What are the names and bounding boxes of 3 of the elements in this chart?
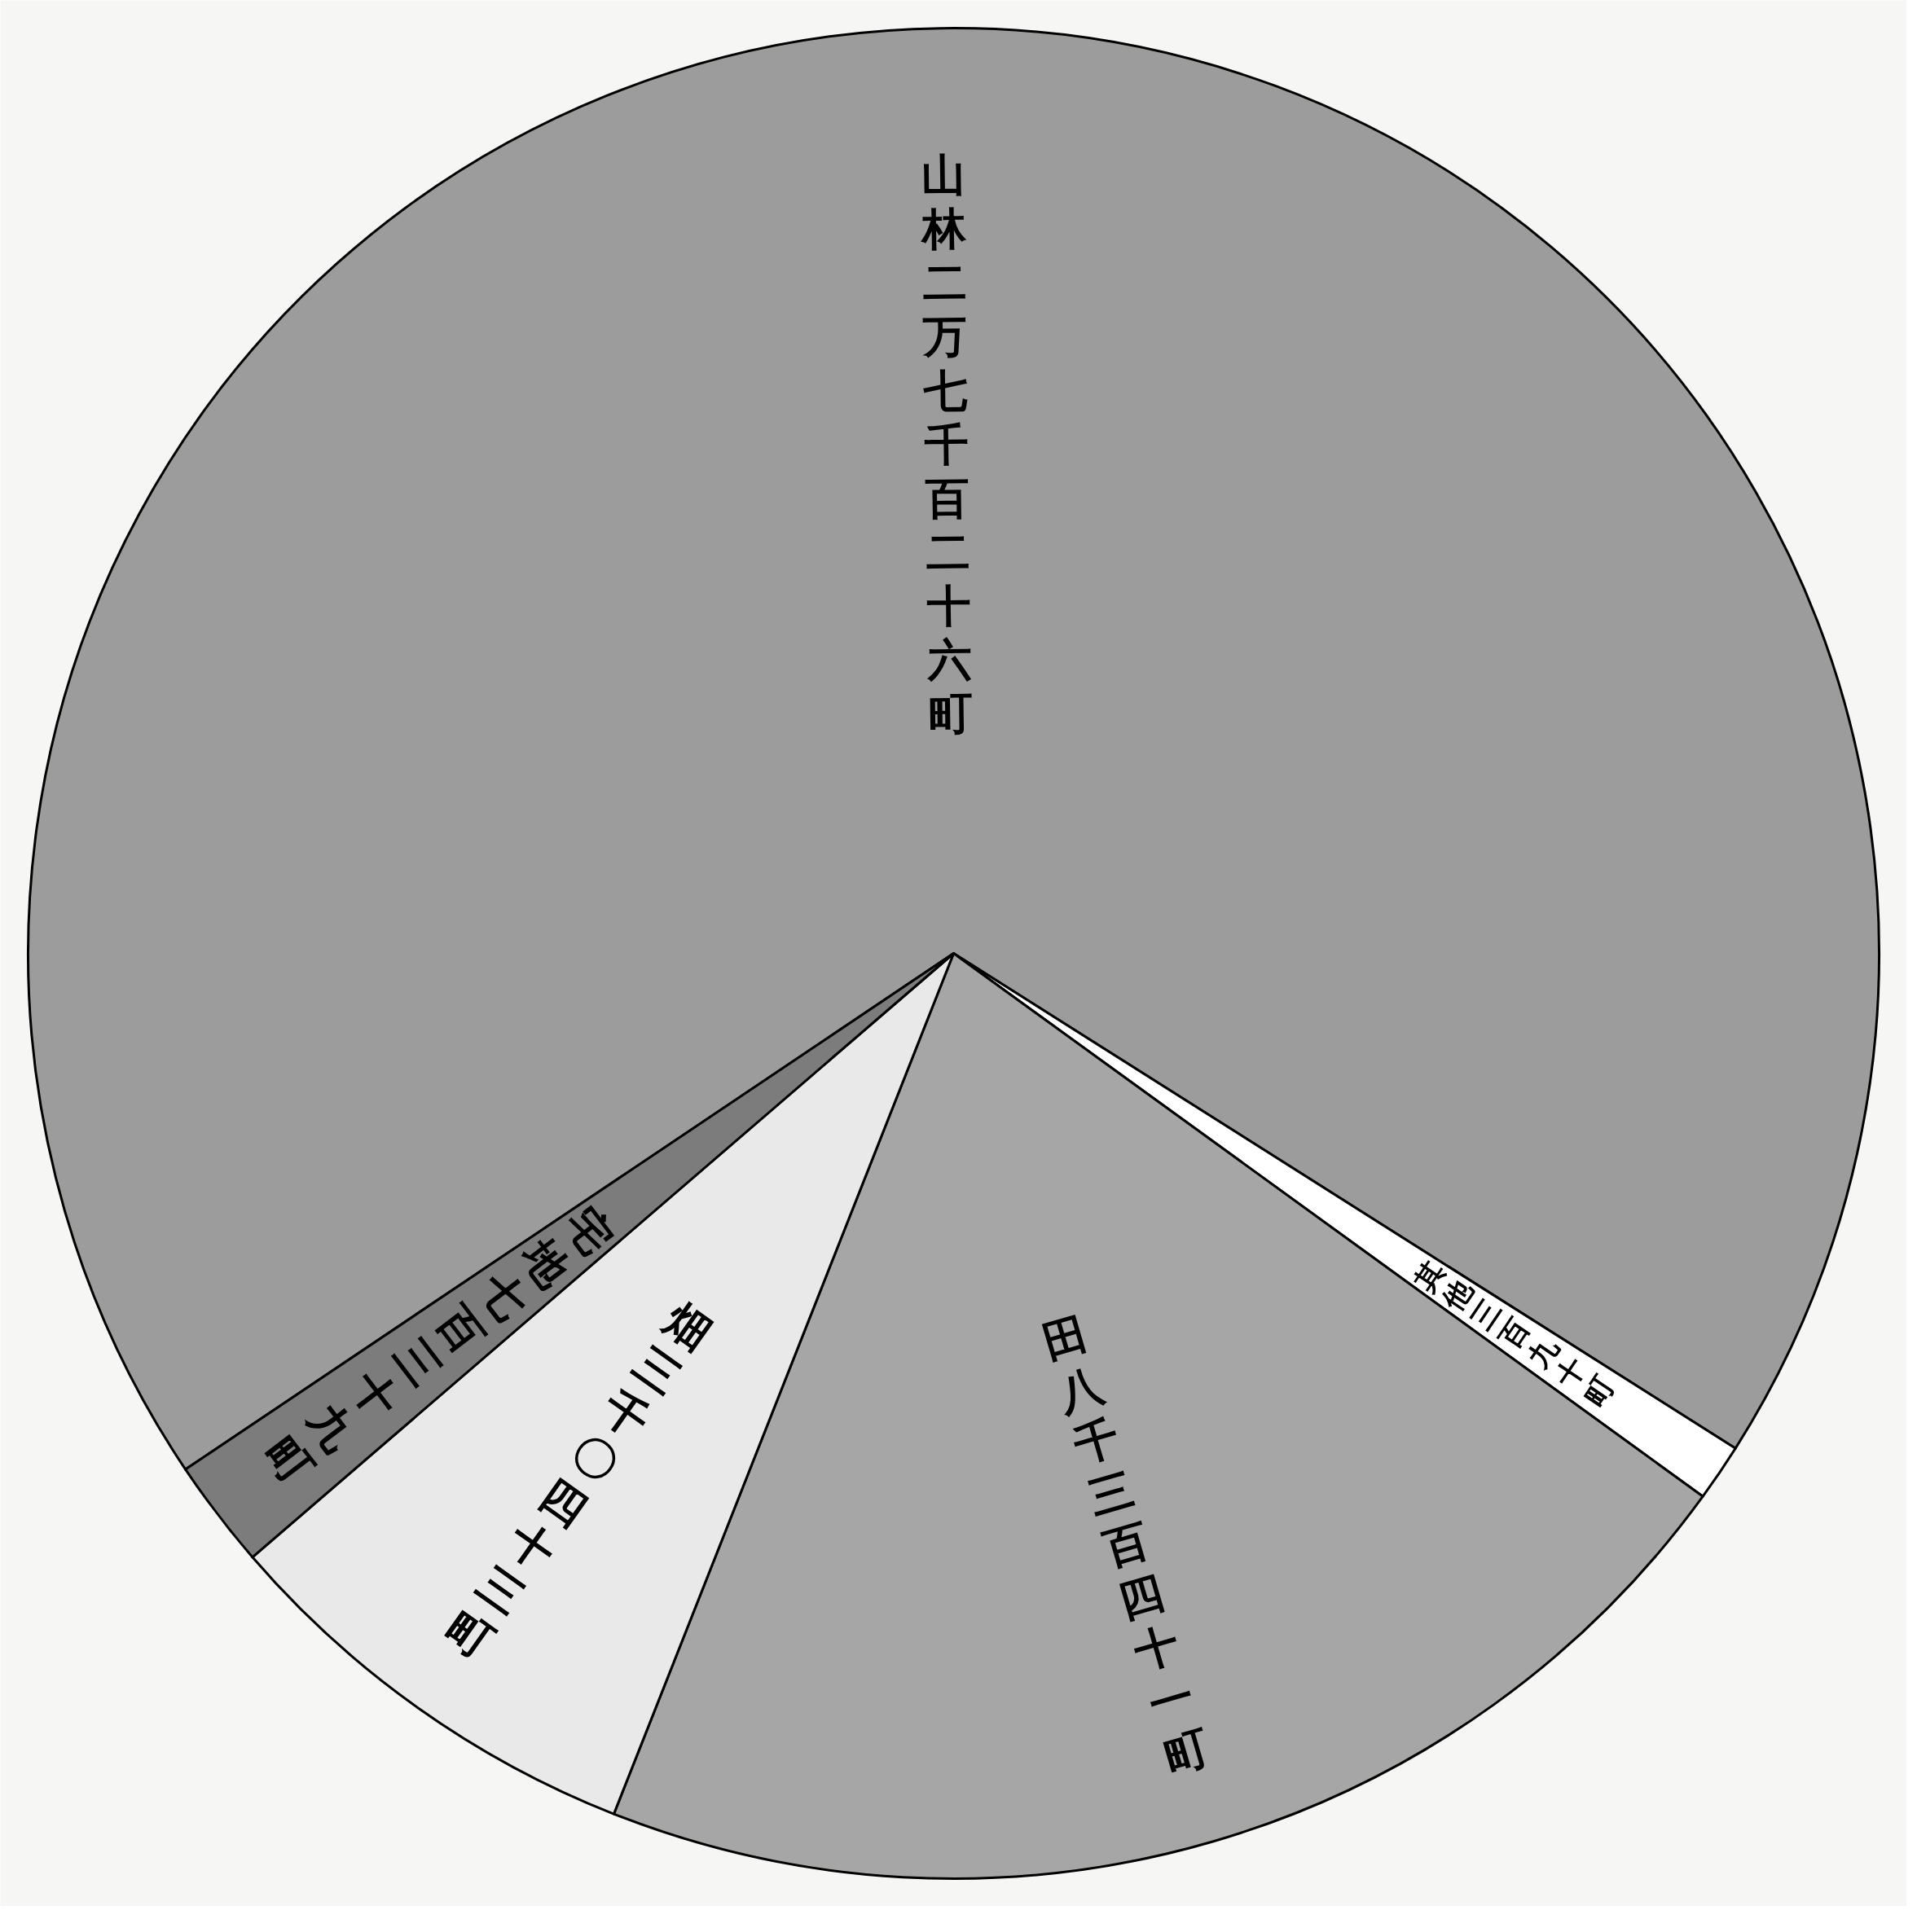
text: 二万七千百二十六町 [921, 257, 973, 740]
slice-label: 山林 [919, 149, 967, 256]
slice-label: 田 [1037, 1306, 1094, 1369]
